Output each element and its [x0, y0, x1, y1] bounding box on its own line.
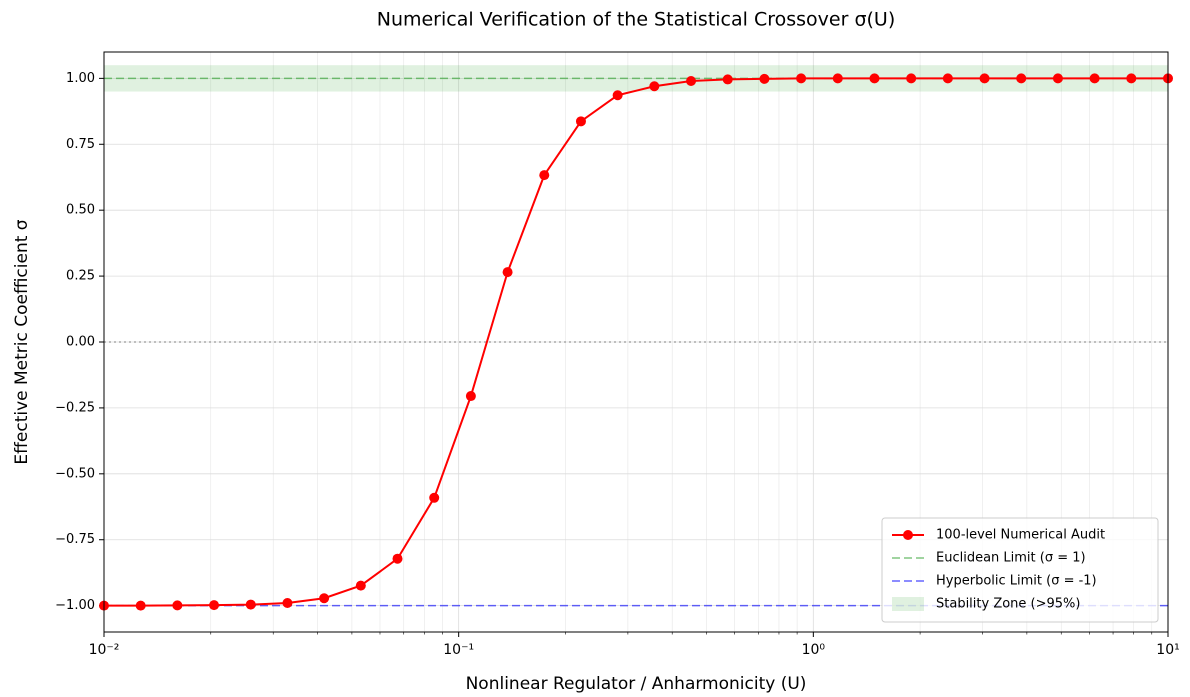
data-point — [832, 73, 843, 84]
data-point — [319, 593, 330, 604]
data-point — [1126, 73, 1137, 84]
data-point — [942, 73, 953, 84]
data-point — [649, 81, 660, 92]
legend-label: 100-level Numerical Audit — [936, 528, 1105, 543]
data-point — [209, 600, 220, 611]
y-tick-label: 0.25 — [66, 269, 95, 284]
y-axis-label: Effective Metric Coefficient σ — [12, 219, 32, 464]
legend-patch — [892, 597, 924, 611]
y-tick-label: −0.25 — [55, 400, 95, 415]
data-point — [172, 600, 183, 611]
data-point — [1052, 73, 1063, 84]
data-point — [722, 74, 733, 85]
y-tick-label: −1.00 — [55, 598, 95, 613]
y-tick-label: −0.75 — [55, 532, 95, 547]
y-tick-label: 0.50 — [66, 203, 95, 218]
x-tick-label: 10⁰ — [802, 642, 826, 658]
legend-label: Stability Zone (>95%) — [936, 597, 1081, 612]
data-point — [392, 553, 403, 564]
x-tick-label: 10⁻² — [89, 642, 120, 658]
legend: 100-level Numerical Audit Euclidean Limit… — [881, 517, 1159, 623]
data-point — [869, 73, 880, 84]
legend-label: Hyperbolic Limit (σ = -1) — [936, 574, 1097, 589]
data-point — [539, 170, 550, 181]
data-point — [502, 267, 513, 278]
y-tick-label: 1.00 — [66, 71, 95, 86]
data-point — [465, 391, 476, 402]
data-point — [135, 600, 146, 611]
data-point — [1089, 73, 1100, 84]
x-tick-label: 10⁻¹ — [443, 642, 474, 658]
legend-marker — [903, 530, 913, 540]
series-line — [104, 77, 1168, 607]
data-point — [575, 116, 586, 127]
legend-label: Euclidean Limit (σ = 1) — [936, 551, 1086, 566]
data-point — [906, 73, 917, 84]
legend-box — [881, 517, 1159, 623]
chart-title: Numerical Verification of the Statistica… — [377, 9, 896, 31]
y-tick-label: −0.50 — [55, 466, 95, 481]
data-point — [759, 73, 770, 84]
data-point — [796, 73, 807, 84]
data-point — [355, 580, 366, 591]
data-point — [612, 90, 623, 101]
data-point — [686, 76, 697, 86]
data-point — [1016, 73, 1027, 84]
y-tick-label: 0.75 — [66, 137, 95, 152]
x-axis-label: Nonlinear Regulator / Anharmonicity (U) — [466, 674, 807, 694]
y-tick-label: 0.00 — [66, 335, 95, 350]
data-point — [282, 598, 293, 608]
data-point — [979, 73, 990, 84]
data-point — [429, 492, 440, 503]
x-tick-label: 10¹ — [1156, 642, 1179, 658]
data-point — [245, 599, 256, 610]
plot-frame — [103, 51, 1169, 633]
